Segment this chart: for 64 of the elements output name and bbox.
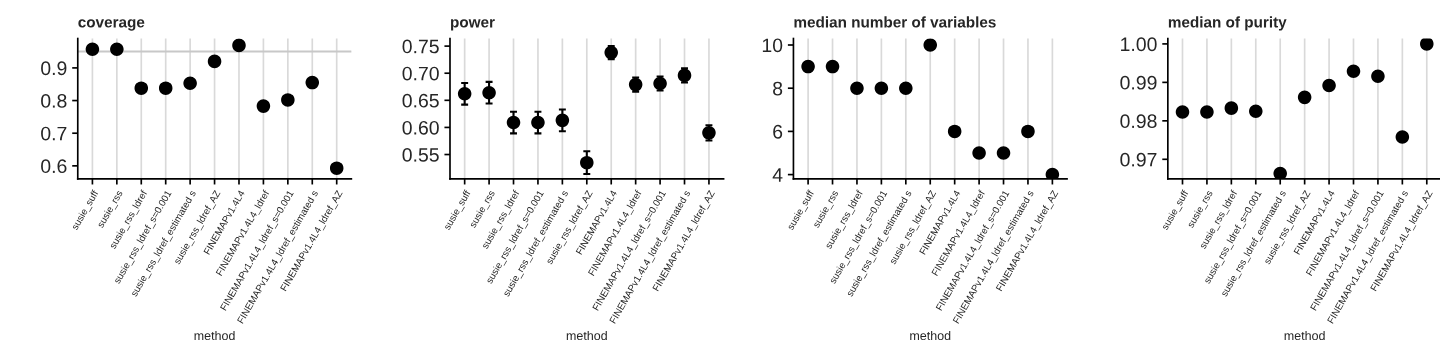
- y-tick-label: 0.9: [41, 61, 67, 76]
- point: [580, 155, 594, 170]
- point: [555, 113, 570, 128]
- y-tick-label: 0.99: [1120, 75, 1157, 90]
- point: [1395, 130, 1410, 144]
- y-tick-label: 8: [773, 81, 783, 96]
- point: [923, 38, 938, 52]
- y-tick-label: 0.97: [1120, 152, 1157, 167]
- point: [256, 99, 271, 113]
- point: [1224, 101, 1239, 115]
- x-axis-title: method: [1284, 330, 1325, 341]
- y-tick-label: 10: [762, 38, 783, 53]
- point: [506, 115, 521, 130]
- point: [801, 59, 815, 74]
- chart-title: median of purity: [1168, 16, 1287, 31]
- chart-title: coverage: [78, 19, 145, 31]
- point: [1346, 64, 1361, 78]
- y-tick-label: 0.60: [402, 120, 439, 135]
- point: [850, 81, 864, 95]
- point: [1420, 38, 1434, 51]
- y-tick-label: 0.75: [402, 39, 439, 54]
- point: [329, 161, 344, 175]
- point: [305, 75, 320, 90]
- chart-title: median number of variables: [794, 16, 996, 28]
- point: [1273, 166, 1287, 179]
- point: [1045, 167, 1060, 179]
- point: [1021, 124, 1035, 139]
- point: [232, 38, 246, 53]
- point: [207, 54, 222, 69]
- point: [457, 87, 472, 101]
- x-axis-title: method: [194, 330, 235, 341]
- point: [1200, 105, 1214, 119]
- y-tick-label: 0.70: [402, 66, 439, 81]
- point: [899, 81, 913, 95]
- point: [874, 81, 889, 95]
- x-axis-title: method: [566, 330, 607, 341]
- point: [281, 93, 295, 107]
- point: [158, 81, 173, 95]
- y-tick-label: 4: [772, 168, 783, 182]
- point: [531, 115, 545, 130]
- y-tick-label: 0.8: [41, 94, 67, 108]
- y-tick-label: 0.55: [402, 147, 439, 162]
- point: [1371, 69, 1385, 83]
- point: [972, 146, 986, 160]
- y-tick-label: 6: [773, 124, 783, 139]
- x-axis-title: method: [910, 330, 951, 341]
- point: [134, 81, 149, 95]
- y-tick-label: 0.7: [41, 126, 67, 141]
- y-tick-label: 0.6: [41, 159, 67, 174]
- point: [482, 85, 496, 100]
- y-tick-label: 1.00: [1121, 37, 1157, 52]
- point: [947, 124, 962, 139]
- y-tick-label: 0.98: [1120, 114, 1157, 129]
- point: [1297, 90, 1312, 105]
- point: [183, 76, 197, 91]
- point: [996, 146, 1011, 160]
- point: [1175, 105, 1190, 119]
- point: [110, 42, 124, 57]
- point: [825, 59, 840, 74]
- point: [1322, 78, 1336, 93]
- point: [1249, 104, 1263, 118]
- point: [85, 42, 100, 57]
- chart-title: power: [451, 19, 495, 31]
- y-tick-label: 0.65: [402, 93, 439, 108]
